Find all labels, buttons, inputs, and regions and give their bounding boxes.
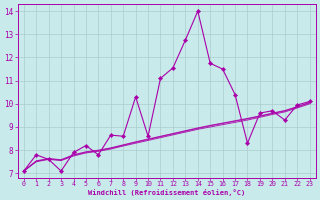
X-axis label: Windchill (Refroidissement éolien,°C): Windchill (Refroidissement éolien,°C): [88, 189, 245, 196]
